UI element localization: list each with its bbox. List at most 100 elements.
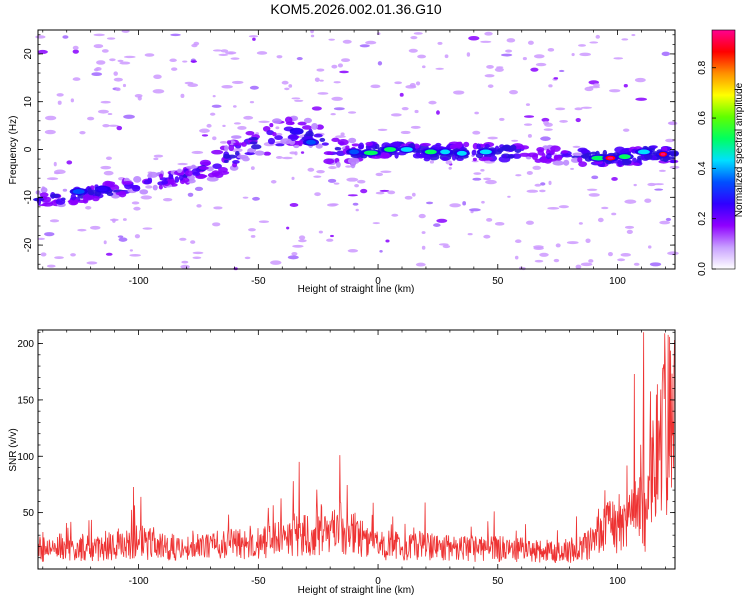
spectrogram-noise-blob — [123, 114, 135, 119]
spectrogram-noise-blob — [316, 169, 325, 174]
spectrogram-noise-blob — [540, 136, 551, 141]
spectrogram-ridge-blob — [520, 145, 530, 150]
spectrogram-noise-blob — [184, 81, 194, 85]
spectrogram-noise-blob — [578, 222, 583, 225]
spectrogram-noise-blob — [122, 218, 127, 221]
spectrogram-noise-blob — [35, 35, 46, 39]
spectrogram-ridge-blob — [572, 152, 583, 157]
spectrogram-ridge-blob — [158, 184, 163, 190]
spectrogram-ridge-blob — [267, 137, 276, 145]
spectrogram-ridge-blob — [614, 146, 626, 153]
spectrogram-noise-blob — [580, 262, 593, 267]
spectrogram-core-blob — [456, 150, 467, 156]
spectrogram-ridge-blob — [199, 159, 212, 167]
spectrogram-ridge-blob — [168, 179, 175, 183]
spectrogram-noise-blob — [248, 228, 256, 232]
spectrogram-noise-blob — [385, 239, 390, 243]
spectrogram-ridge-blob — [336, 161, 341, 168]
spectrogram-noise-blob — [380, 170, 392, 173]
spectrogram-noise-blob — [56, 93, 64, 97]
spectrogram-noise-blob — [93, 44, 104, 49]
spectrogram-noise-blob — [515, 174, 522, 177]
colorbar-ticks: 0.0 0.2 0.4 0.6 0.8 — [697, 60, 716, 276]
spectrogram-noise-blob — [375, 191, 385, 195]
spectrogram-noise-blob — [298, 235, 306, 240]
spectrogram-ridge-blob — [298, 139, 303, 147]
spectrogram-noise-blob — [170, 33, 181, 37]
spectrogram-ridge-blob — [152, 184, 158, 191]
spectrogram-ridge-blob — [305, 130, 314, 138]
spectrogram-ridge-blob — [669, 151, 679, 157]
spectrogram-core-blob — [618, 154, 631, 160]
spectrogram-noise-blob — [326, 203, 338, 207]
spectrogram-ridge-blob — [82, 197, 89, 204]
spectrogram-noise-blob — [289, 203, 299, 207]
spectrogram-noise-blob — [347, 249, 359, 253]
spectrogram-noise-blob — [87, 116, 95, 121]
spectrogram-ridge-blob — [577, 156, 583, 163]
spectrogram-noise-blob — [89, 225, 101, 230]
spectrogram-ridge-blob — [419, 142, 431, 147]
spectrogram-noise-blob — [171, 67, 178, 71]
x-tick-label: -100 — [129, 576, 149, 587]
y-tick-label: 0 — [23, 146, 34, 152]
spectrogram-ridge-blob — [351, 143, 360, 147]
snr-y-ticks: 50 100 150 200 — [17, 331, 675, 570]
spectrogram-noise-blob — [77, 228, 87, 232]
spectrogram-marks — [33, 29, 680, 271]
spectrogram-noise-blob — [352, 202, 359, 206]
spectrogram-core-blob — [479, 149, 492, 155]
spectrogram-noise-blob — [333, 81, 341, 84]
spectrogram-noise-blob — [190, 60, 198, 63]
spectrogram-ridge-blob — [472, 157, 477, 162]
spectrogram-noise-blob — [484, 31, 493, 36]
spectrogram-noise-blob — [296, 56, 303, 61]
spectrogram-noise-blob — [539, 189, 546, 193]
spectrogram-noise-blob — [37, 49, 48, 54]
spectrogram-noise-blob — [153, 74, 162, 79]
spectrogram-noise-blob — [354, 183, 359, 188]
x-tick-label: 50 — [492, 276, 504, 287]
spectrogram-noise-blob — [101, 49, 109, 53]
spectrogram-noise-blob — [421, 231, 426, 235]
spectrogram-ridge-blob — [348, 137, 357, 144]
spectrogram-ridge-blob — [334, 147, 342, 151]
spectrogram-noise-blob — [131, 201, 140, 205]
spectrogram-ridge-blob — [323, 158, 335, 165]
spectrogram-ridge-blob — [224, 145, 229, 152]
spectrogram-noise-blob — [54, 169, 66, 175]
spectrogram-ridge-blob — [315, 143, 323, 149]
spectrogram-noise-blob — [595, 34, 600, 39]
spectrogram-noise-blob — [527, 40, 534, 45]
spectrogram-noise-blob — [421, 245, 426, 250]
spectrogram-noise-blob — [122, 83, 127, 88]
spectrogram-ridge-blob — [250, 144, 262, 150]
spectrogram-noise-blob — [500, 53, 513, 57]
spectrogram-noise-blob — [466, 52, 471, 57]
spectrogram-noise-blob — [250, 166, 255, 171]
spectrogram-noise-blob — [192, 256, 202, 259]
spectrogram-noise-blob — [169, 58, 177, 63]
spectrogram-noise-blob — [523, 115, 535, 118]
spectrogram-core-blob — [292, 128, 301, 134]
spectrogram-noise-blob — [219, 140, 228, 144]
spectrogram-ridge-blob — [249, 141, 258, 145]
spectrogram-noise-blob — [468, 208, 481, 212]
spectrogram-noise-blob — [509, 90, 518, 95]
spectrogram-noise-blob — [467, 232, 473, 236]
spectrogram-ridge-blob — [501, 144, 511, 151]
spectrogram-noise-blob — [196, 204, 202, 208]
spectrogram-noise-blob — [533, 245, 544, 249]
spectrogram-ridge-blob — [161, 180, 169, 185]
spectrogram-ridge-blob — [649, 145, 658, 149]
spectrogram-noise-blob — [611, 212, 617, 216]
spectrogram-noise-blob — [355, 208, 359, 212]
spectrogram-ridge-blob — [55, 198, 66, 205]
spectrogram-noise-blob — [514, 239, 522, 244]
spectrogram-ridge-blob — [463, 141, 470, 148]
spectrogram-ridge-blob — [192, 171, 201, 176]
x-tick-label: 50 — [492, 576, 504, 587]
spectrogram-noise-blob — [359, 44, 370, 48]
spectrogram-noise-blob — [370, 84, 381, 89]
spectrogram-noise-blob — [588, 193, 600, 197]
